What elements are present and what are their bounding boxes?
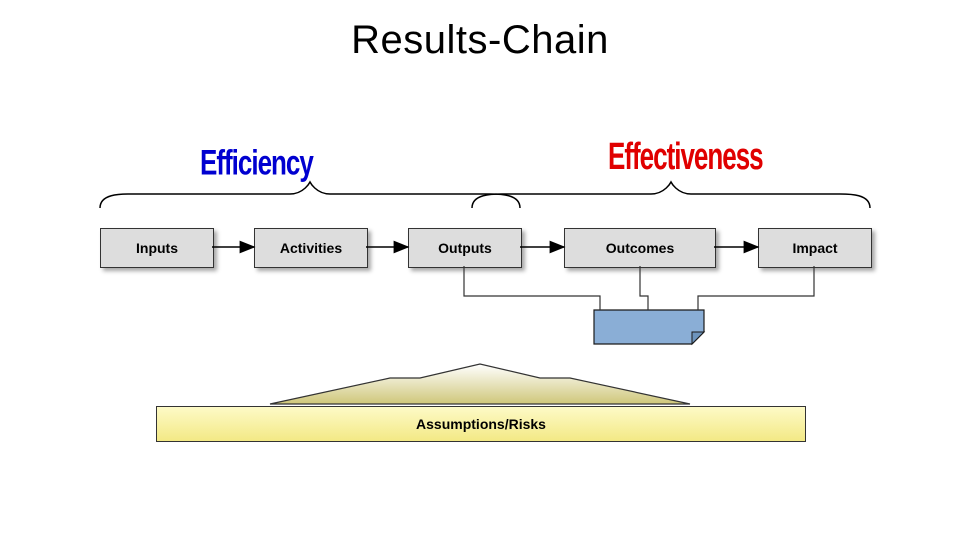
effectiveness-label: Effectiveness	[608, 134, 763, 179]
page-title: Results-Chain	[0, 18, 960, 63]
chain-box-label: Impact	[792, 240, 837, 256]
efficiency-label: Efficiency	[200, 142, 313, 184]
chain-box-label: Outcomes	[606, 240, 674, 256]
indicators-label: Indicators	[594, 310, 704, 344]
chain-box-label: Inputs	[136, 240, 178, 256]
chain-box-label: Outputs	[438, 240, 492, 256]
assumptions-text: Assumptions/Risks	[416, 416, 546, 432]
chain-box-activities: Activities	[254, 228, 368, 268]
diagram-svg-layer	[0, 0, 960, 540]
chain-box-impact: Impact	[758, 228, 872, 268]
chain-box-inputs: Inputs	[100, 228, 214, 268]
chain-box-outcomes: Outcomes	[564, 228, 716, 268]
chain-box-label: Activities	[280, 240, 342, 256]
indicators-text: Indicators	[613, 319, 685, 336]
chain-box-outputs: Outputs	[408, 228, 522, 268]
assumptions-bar: Assumptions/Risks	[156, 406, 806, 442]
